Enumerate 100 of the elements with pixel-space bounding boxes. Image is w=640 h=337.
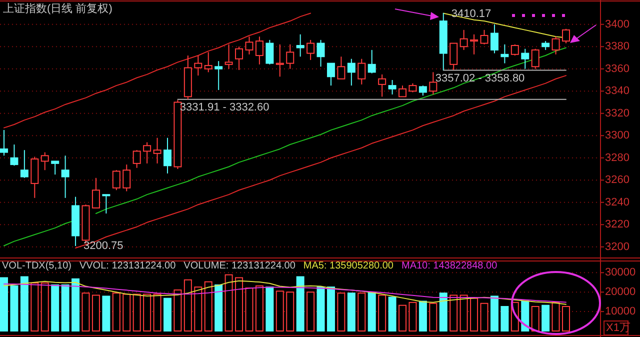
- y-tick-label: 3300: [605, 130, 630, 142]
- candlestick: [490, 24, 498, 54]
- annotation: VOL-TDX(5,10): [2, 260, 72, 272]
- candlestick: [418, 85, 427, 96]
- candlestick: [510, 44, 519, 56]
- series-label: MA5: 135905280.00: [303, 260, 394, 272]
- bar: [398, 304, 407, 332]
- candlestick: [326, 62, 335, 86]
- candlestick: [40, 152, 49, 171]
- bar: [20, 276, 28, 332]
- bar: [450, 294, 458, 332]
- text: MA10: 143822848.00: [402, 260, 498, 272]
- line-series: [4, 12, 312, 128]
- line-series: [75, 75, 566, 248]
- y-tick-label: 3200: [605, 240, 630, 253]
- y-tick-label: 3400: [605, 18, 630, 30]
- y-tick-label: 3340: [605, 85, 630, 98]
- bar: [326, 286, 335, 332]
- candlestick: [102, 194, 110, 214]
- bar: [163, 298, 172, 332]
- bar: [102, 296, 110, 332]
- candlestick: [235, 46, 244, 70]
- candlestick: [286, 44, 294, 70]
- bar: [388, 296, 396, 332]
- candlestick: [552, 36, 560, 55]
- annotation: 3357.02 - 3358.80: [435, 72, 525, 84]
- candlestick: [296, 34, 304, 58]
- bar: [82, 292, 90, 332]
- bar: [40, 282, 49, 332]
- bar: [418, 300, 427, 332]
- bar: [61, 284, 70, 332]
- y-tick-label: 3260: [605, 174, 630, 186]
- candlestick: [194, 55, 202, 76]
- y-tick-label: 3380: [605, 40, 630, 53]
- bar: [245, 288, 254, 332]
- bar: [378, 294, 386, 332]
- y-tick-label: 30000: [605, 266, 636, 279]
- bar: [316, 286, 325, 332]
- y-tick-label: 3360: [605, 62, 630, 75]
- candlestick: [358, 58, 366, 85]
- candlestick: [368, 49, 376, 74]
- candlestick: [0, 130, 8, 156]
- candlestick: [245, 36, 254, 55]
- bar: [153, 294, 162, 332]
- bar: [306, 292, 315, 332]
- candlestick: [153, 137, 162, 164]
- bar: [266, 286, 274, 332]
- bar: [194, 286, 202, 332]
- candlestick: [388, 79, 396, 95]
- candlestick: [460, 29, 468, 50]
- candlestick: [306, 39, 315, 60]
- bar: [143, 294, 152, 332]
- bar: [0, 277, 8, 332]
- candlestick: [20, 150, 28, 178]
- bar: [296, 276, 304, 332]
- bar: [184, 279, 192, 332]
- bar: [500, 306, 509, 332]
- y-tick-label: 20000: [605, 286, 636, 298]
- candlestick: [255, 36, 264, 65]
- candlestick: [112, 170, 120, 191]
- bar: [30, 282, 39, 332]
- bar: [204, 281, 212, 332]
- bar: [408, 302, 417, 332]
- candlestick: [316, 39, 325, 68]
- bar: [358, 292, 366, 332]
- bar: [132, 294, 141, 332]
- candlestick: [143, 142, 152, 164]
- bar: [174, 289, 182, 332]
- candlestick: [51, 160, 60, 176]
- y-tick-label: 3280: [605, 152, 630, 164]
- bar: [552, 302, 560, 332]
- bar: [429, 302, 438, 332]
- candlestick: [480, 29, 488, 45]
- bar: [368, 292, 376, 332]
- bar: [562, 306, 570, 332]
- y-tick-label: 10000: [605, 305, 636, 318]
- annotation: 3200.75: [84, 240, 124, 252]
- candlestick: [470, 34, 478, 55]
- candlestick: [163, 137, 172, 174]
- annotation: VOLUME: 123131224.00: [184, 260, 296, 272]
- bar: [531, 306, 540, 332]
- bar: [439, 292, 448, 332]
- bar: [470, 298, 478, 332]
- candlestick: [204, 52, 212, 73]
- y-tick-label: 3220: [605, 218, 630, 231]
- bar: [51, 284, 60, 332]
- bar: [337, 292, 346, 332]
- candlestick: [132, 150, 141, 168]
- bar: [286, 292, 294, 332]
- candlestick: [266, 39, 274, 65]
- bar: [490, 296, 498, 332]
- candlestick: [10, 144, 18, 166]
- y-tick-label: 3320: [605, 107, 630, 120]
- candlestick: [378, 74, 386, 98]
- candlestick: [562, 28, 570, 44]
- annotation: VVOL: 123131224.00: [79, 260, 176, 272]
- bar: [214, 284, 223, 332]
- bar: [224, 274, 233, 332]
- candlestick: [398, 85, 407, 98]
- candlestick: [500, 44, 509, 64]
